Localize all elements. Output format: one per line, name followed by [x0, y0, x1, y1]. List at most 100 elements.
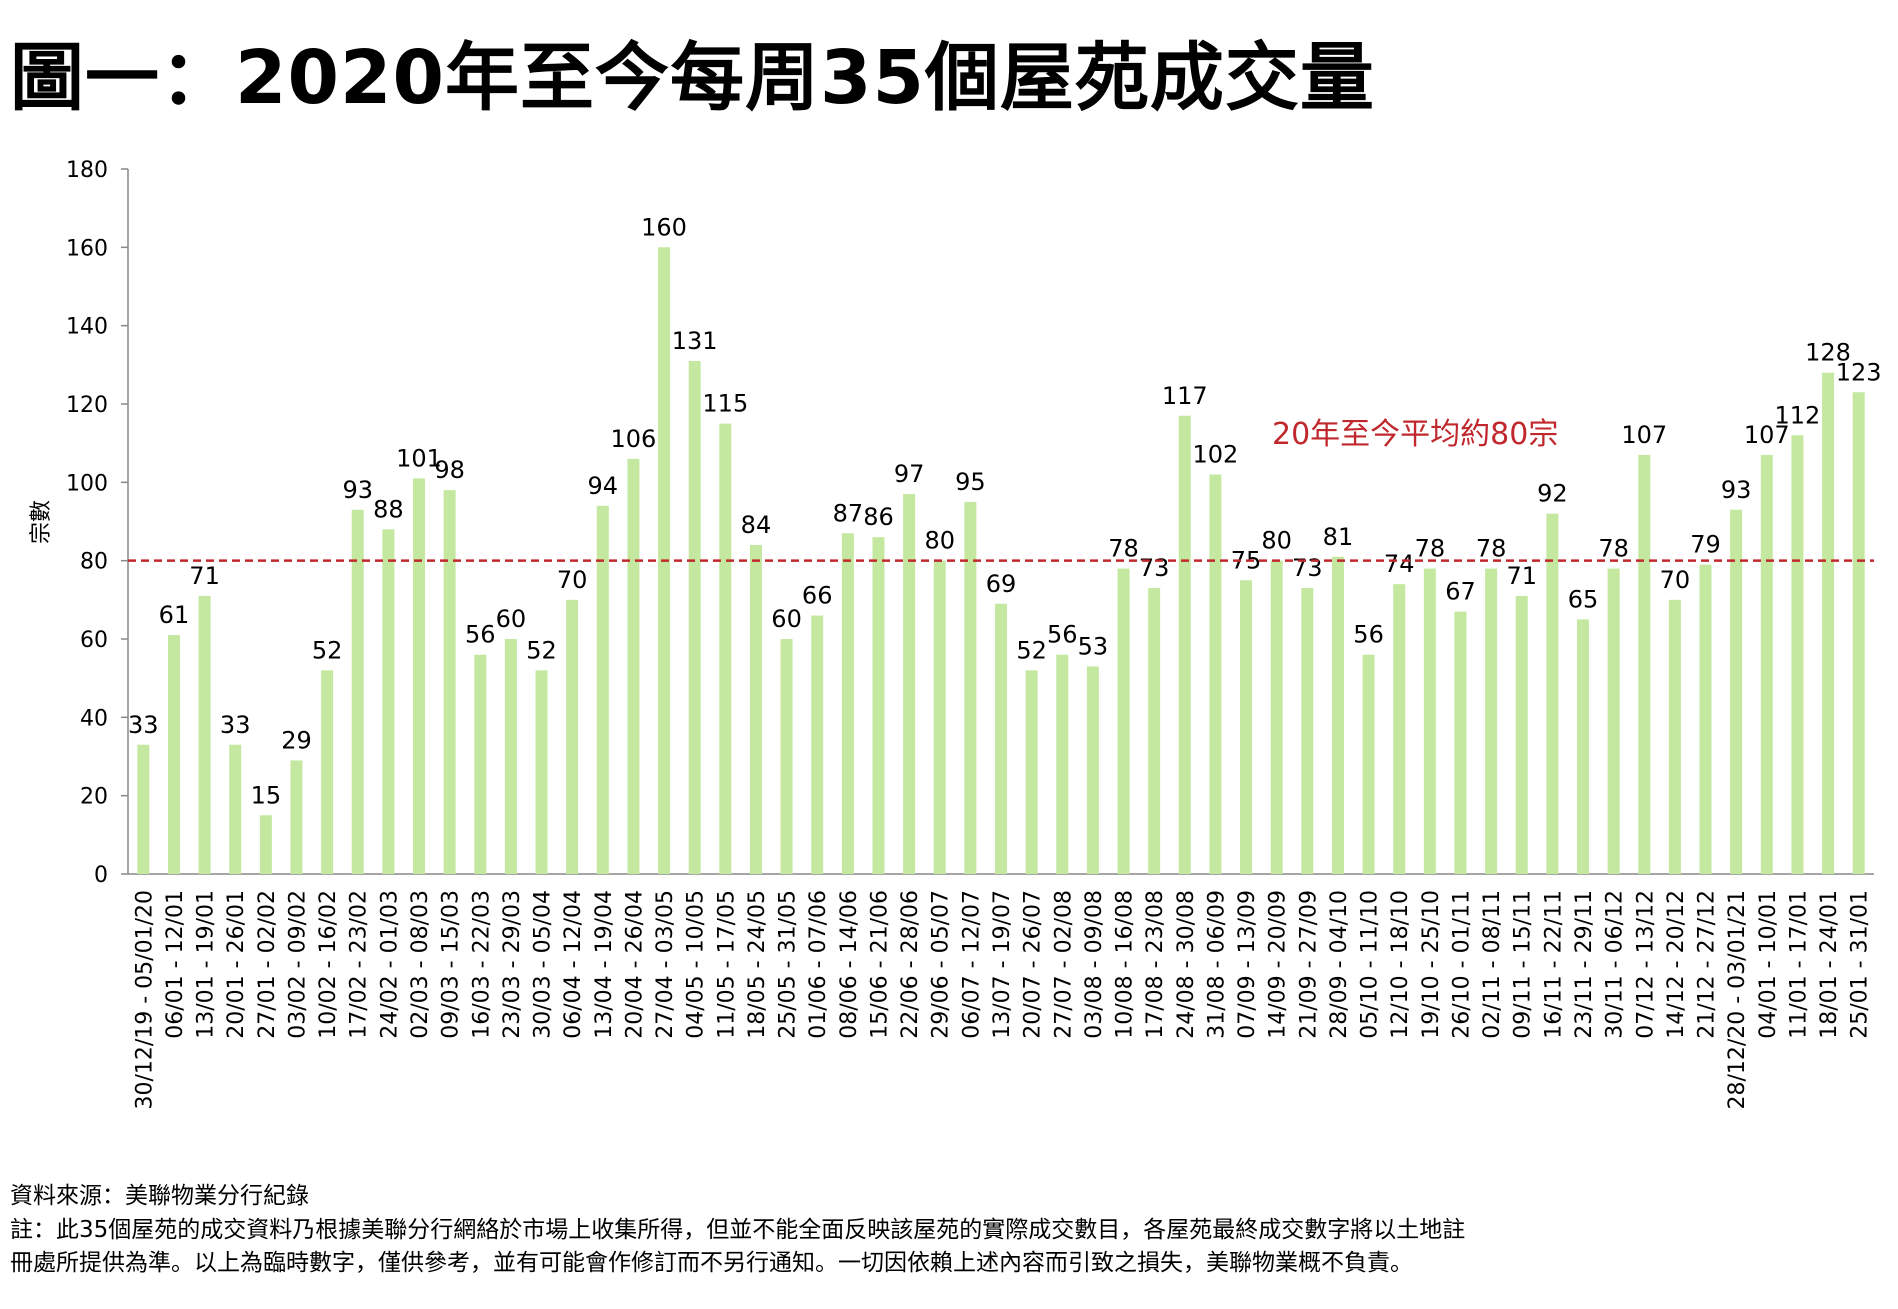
bar	[1393, 584, 1406, 874]
bar	[1638, 454, 1651, 874]
data-label: 52	[312, 636, 343, 664]
data-label: 101	[396, 444, 442, 472]
data-label: 117	[1162, 382, 1208, 410]
data-labels: 3361713315295293881019856605270941061601…	[128, 213, 1882, 809]
data-label: 56	[1047, 621, 1078, 649]
data-label: 107	[1621, 421, 1667, 449]
bar	[1454, 611, 1467, 874]
data-label: 79	[1690, 531, 1721, 559]
bar	[1699, 564, 1712, 874]
data-label: 87	[833, 499, 864, 527]
y-tick-labels: 0 20 40 60 80 100 120 140 160 180	[66, 158, 108, 888]
data-label: 97	[894, 460, 925, 488]
y-axis-label: 宗數	[29, 500, 54, 544]
bar	[1485, 568, 1498, 874]
x-tick-label: 17/08 - 23/08	[1143, 890, 1168, 1039]
data-label: 33	[220, 711, 251, 739]
x-tick-label: 02/11 - 08/11	[1480, 890, 1505, 1039]
bar	[1577, 619, 1589, 874]
bar	[964, 501, 977, 874]
x-tick-label: 29/06 - 05/07	[929, 890, 954, 1039]
data-label: 92	[1537, 480, 1568, 508]
y-tick-label: 120	[66, 393, 108, 418]
bars	[137, 247, 1865, 875]
data-label: 93	[1721, 476, 1752, 504]
data-label: 56	[465, 621, 496, 649]
x-tick-label: 24/08 - 30/08	[1174, 890, 1199, 1039]
data-label: 53	[1078, 632, 1109, 660]
data-label: 84	[741, 511, 772, 539]
data-label: 56	[1353, 621, 1384, 649]
x-tick-label: 13/04 - 19/04	[592, 890, 617, 1039]
bar	[259, 815, 272, 874]
bar	[1301, 588, 1314, 874]
x-tick-label: 13/01 - 19/01	[194, 890, 219, 1039]
x-tick-labels: 30/12/19 - 05/01/20 06/01 - 12/01 13/01 - …	[132, 890, 1872, 1110]
bar	[1056, 654, 1069, 874]
bar	[443, 490, 456, 874]
data-label: 71	[1506, 562, 1537, 590]
data-label: 33	[128, 711, 159, 739]
data-label: 98	[434, 456, 465, 484]
x-tick-label: 07/12 - 13/12	[1633, 890, 1658, 1039]
data-label: 86	[863, 503, 894, 531]
x-tick-label: 12/10 - 18/10	[1388, 890, 1413, 1039]
bar	[688, 360, 701, 875]
x-tick-label: 15/06 - 21/06	[867, 890, 892, 1039]
bar	[1209, 474, 1222, 874]
x-tick-label: 27/07 - 02/08	[1051, 890, 1076, 1039]
bar	[290, 760, 303, 874]
x-tick-label: 23/11 - 29/11	[1572, 890, 1597, 1039]
bar	[903, 494, 916, 874]
bar	[1362, 654, 1375, 874]
data-label: 60	[496, 605, 527, 633]
data-label: 29	[281, 726, 312, 754]
data-label: 65	[1568, 585, 1599, 613]
bar	[1270, 560, 1283, 874]
data-label: 73	[1292, 554, 1323, 582]
data-label: 95	[955, 468, 986, 496]
bar	[321, 670, 334, 874]
x-tick-label: 31/08 - 06/09	[1204, 890, 1229, 1039]
footer-source: 資料來源：美聯物業分行紀錄	[10, 1183, 309, 1209]
x-tick-label: 06/07 - 12/07	[959, 890, 984, 1039]
bar	[933, 560, 946, 874]
data-label: 112	[1775, 401, 1821, 429]
average-line-label: 20年至今平均約80宗	[1272, 417, 1558, 452]
data-label: 69	[986, 570, 1017, 598]
x-tick-label: 09/03 - 15/03	[439, 890, 464, 1039]
x-tick-label: 23/03 - 29/03	[500, 890, 525, 1039]
x-tick-label: 11/01 - 17/01	[1786, 890, 1811, 1039]
x-tick-label: 27/01 - 02/02	[255, 890, 280, 1039]
data-label: 52	[1016, 636, 1047, 664]
data-label: 60	[771, 605, 802, 633]
x-tick-label: 21/09 - 27/09	[1296, 890, 1321, 1039]
data-label: 52	[526, 636, 557, 664]
x-tick-label: 28/09 - 04/10	[1327, 890, 1352, 1039]
x-tick-label: 01/06 - 07/06	[806, 890, 831, 1039]
x-tick-label: 19/10 - 25/10	[1419, 890, 1444, 1039]
x-tick-label: 28/12/20 - 03/01/21	[1725, 890, 1750, 1110]
data-label: 74	[1384, 550, 1415, 578]
bar	[413, 478, 425, 874]
x-tick-label: 18/01 - 24/01	[1817, 890, 1842, 1039]
bar	[811, 615, 824, 874]
data-label: 80	[1261, 527, 1292, 555]
bar	[1331, 556, 1344, 874]
bar	[780, 639, 793, 874]
x-tick-label: 24/02 - 01/03	[377, 890, 402, 1039]
data-label: 123	[1836, 358, 1882, 386]
y-tick-label: 60	[80, 628, 108, 653]
bar	[995, 603, 1007, 874]
bar	[1025, 670, 1038, 874]
data-label: 107	[1744, 421, 1790, 449]
x-tick-label: 07/09 - 13/09	[1235, 890, 1260, 1039]
x-tick-label: 27/04 - 03/05	[653, 890, 678, 1039]
x-tick-label: 09/11 - 15/11	[1511, 890, 1536, 1039]
data-label: 160	[641, 213, 687, 241]
x-tick-label: 05/10 - 11/10	[1358, 890, 1383, 1039]
bar	[749, 545, 762, 874]
data-label: 66	[802, 582, 833, 610]
x-tick-label: 17/02 - 23/02	[347, 890, 372, 1039]
bar	[719, 423, 732, 874]
